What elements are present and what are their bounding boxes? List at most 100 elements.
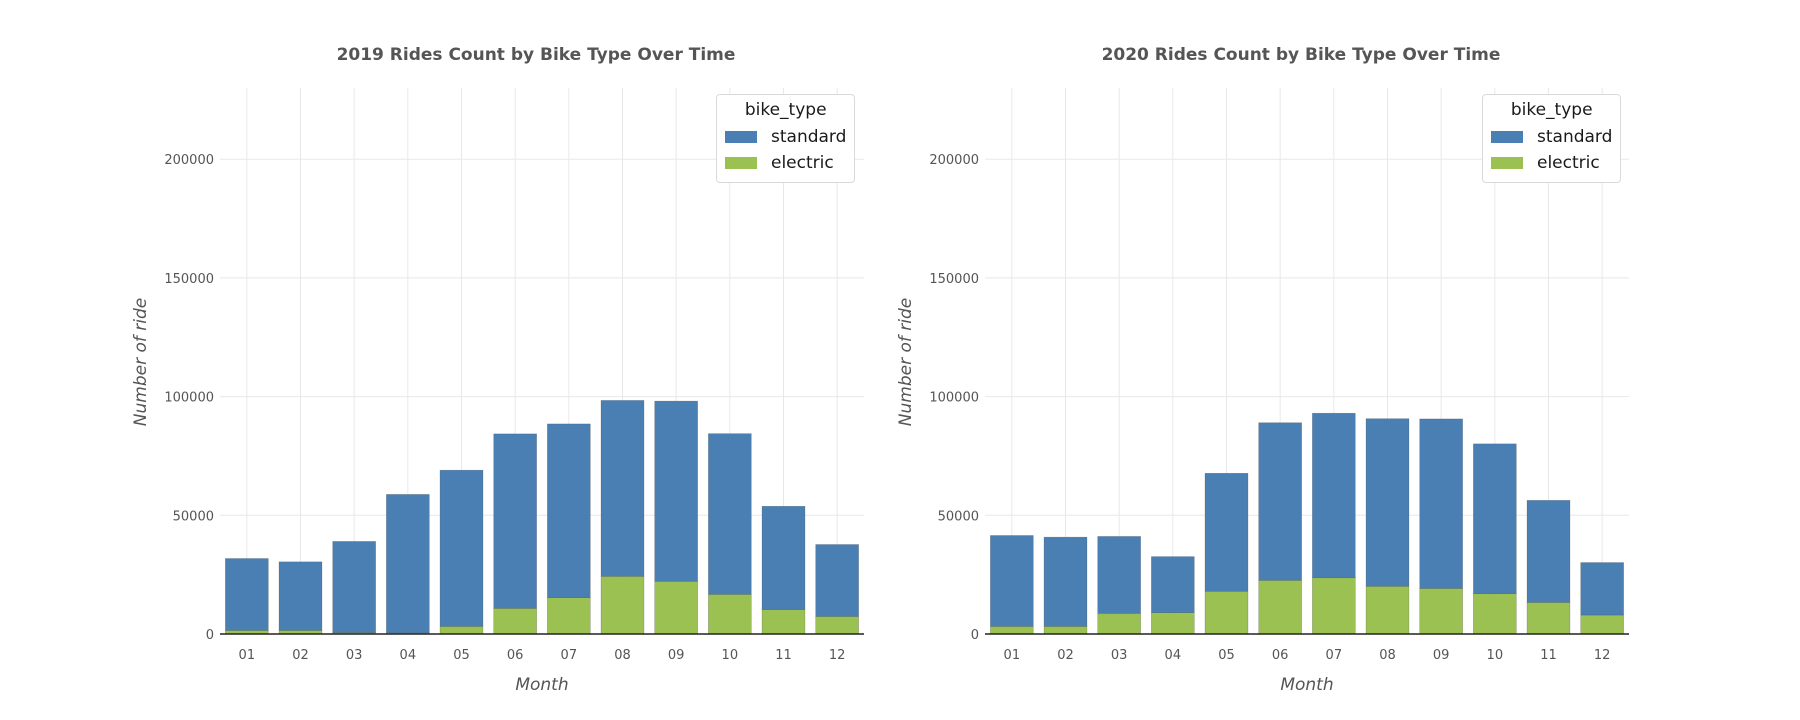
bar-standard-04	[1151, 556, 1195, 613]
legend-label-electric: electric	[771, 153, 834, 173]
legend-swatch-electric	[1491, 157, 1523, 169]
chart-panel-2020: 0 50000 100000 150000 200000 01 02 03 04 05 06 07 08…	[765, 0, 1665, 720]
bar-electric-06	[1258, 580, 1302, 635]
legend-swatch-standard	[1491, 131, 1523, 143]
bar-electric-02	[1043, 626, 1088, 635]
x-tick-label: 11	[775, 648, 792, 663]
x-tick-label: 10	[1487, 648, 1504, 663]
x-tick-label: 05	[453, 648, 470, 663]
legend-item-electric: electric	[1491, 150, 1612, 176]
bar-standard-08	[1365, 418, 1410, 587]
x-tick-label: 08	[1379, 648, 1396, 663]
x-tick-label: 01	[239, 648, 256, 663]
bar-standard-09	[654, 400, 698, 582]
x-tick-label: 11	[1540, 648, 1557, 663]
bar-standard-06	[1258, 422, 1302, 581]
bar-standard-03	[1097, 536, 1141, 614]
x-tick-label: 06	[507, 648, 524, 663]
bar-electric-07	[547, 597, 591, 635]
legend-swatch-electric	[725, 157, 757, 169]
bar-electric-05	[1204, 590, 1249, 635]
x-tick-label: 08	[614, 648, 631, 663]
chart-title: 2019 Rides Count by Bike Type Over Time	[337, 45, 736, 65]
bar-electric-12	[1580, 614, 1624, 635]
y-tick-label: 200000	[929, 153, 979, 168]
y-tick-label: 200000	[164, 153, 214, 168]
bar-electric-06	[493, 608, 537, 635]
rides-chart-2020: 0 50000 100000 150000 200000 01 02 03 04 05 06 07 08…	[896, 45, 1629, 695]
y-tick-label: 100000	[929, 391, 979, 406]
x-tick-label: 02	[292, 648, 309, 663]
bar-electric-10	[708, 594, 752, 635]
y-tick-label: 0	[206, 628, 214, 643]
bar-electric-09	[1419, 588, 1463, 635]
bar-standard-07	[1312, 412, 1356, 579]
chart-panel-2019: 0 50000 100000 150000 200000 01 02 03 04 05 06 07 08…	[131, 45, 864, 695]
x-tick-label: 12	[1594, 648, 1611, 663]
legend-item-electric: electric	[725, 150, 846, 176]
bar-electric-10	[1473, 593, 1517, 635]
x-axis-label: Month	[1280, 675, 1333, 695]
bar-electric-11	[1526, 602, 1571, 635]
bar-standard-05	[1204, 472, 1249, 592]
bar-electric-09	[654, 580, 698, 635]
bar-standard-02	[278, 561, 323, 631]
y-tick-label: 150000	[164, 272, 214, 287]
bar-electric-07	[1312, 577, 1356, 635]
bar-electric-08	[600, 576, 645, 635]
legend-item-standard: standard	[725, 124, 846, 150]
x-tick-label: 09	[1433, 648, 1450, 663]
bar-standard-04	[386, 494, 430, 634]
chart-title: 2020 Rides Count by Bike Type Over Time	[1102, 45, 1501, 65]
legend-item-standard: standard	[1491, 124, 1612, 150]
legend-swatch-standard	[725, 131, 757, 143]
x-tick-label: 09	[668, 648, 685, 663]
x-tick-label: 03	[346, 648, 363, 663]
bar-standard-10	[708, 433, 752, 595]
bar-standard-05	[439, 469, 484, 627]
y-axis-label: Number of ride	[131, 298, 151, 426]
y-tick-label: 150000	[929, 272, 979, 287]
y-axis-label: Number of ride	[896, 298, 916, 426]
legend: bike_type standard electric	[716, 94, 856, 183]
x-tick-label: 02	[1057, 648, 1074, 663]
y-tick-label: 50000	[173, 509, 214, 524]
bar-electric-05	[439, 626, 484, 635]
x-tick-label: 01	[1004, 648, 1021, 663]
legend: bike_type standard electric	[1482, 94, 1622, 183]
legend-title: bike_type	[744, 100, 827, 120]
bar-standard-02	[1043, 536, 1088, 627]
bar-electric-03	[1097, 613, 1141, 635]
y-tick-label: 100000	[164, 391, 214, 406]
x-axis-label: Month	[515, 675, 568, 695]
x-tick-label: 06	[1272, 648, 1289, 663]
y-tick-label: 0	[971, 628, 979, 643]
legend-label-standard: standard	[1537, 127, 1613, 147]
bar-standard-07	[547, 423, 591, 598]
bar-standard-01	[225, 558, 269, 631]
bar-standard-09	[1419, 418, 1463, 589]
bar-standard-12	[815, 544, 859, 617]
x-tick-label: 12	[829, 648, 846, 663]
legend-label-standard: standard	[771, 127, 847, 147]
x-tick-label: 10	[722, 648, 739, 663]
legend-label-electric: electric	[1537, 153, 1600, 173]
bar-standard-06	[493, 433, 537, 609]
bar-electric-01	[990, 626, 1034, 635]
x-tick-label: 03	[1111, 648, 1128, 663]
bar-standard-11	[1526, 500, 1571, 603]
x-tick-label: 07	[561, 648, 578, 663]
bar-standard-12	[1580, 562, 1624, 616]
bar-electric-04	[1151, 612, 1195, 635]
rides-chart-2019: 0 50000 100000 150000 200000 01 02 03 04 05 06 07 08…	[131, 45, 864, 695]
bar-electric-08	[1365, 585, 1410, 635]
x-tick-label: 04	[1165, 648, 1182, 663]
bar-standard-11	[761, 505, 806, 610]
bar-electric-11	[761, 609, 806, 635]
bar-standard-10	[1473, 443, 1517, 594]
x-tick-label: 05	[1218, 648, 1235, 663]
y-tick-label: 50000	[938, 509, 979, 524]
x-tick-label: 07	[1326, 648, 1343, 663]
legend-title: bike_type	[1510, 100, 1593, 120]
